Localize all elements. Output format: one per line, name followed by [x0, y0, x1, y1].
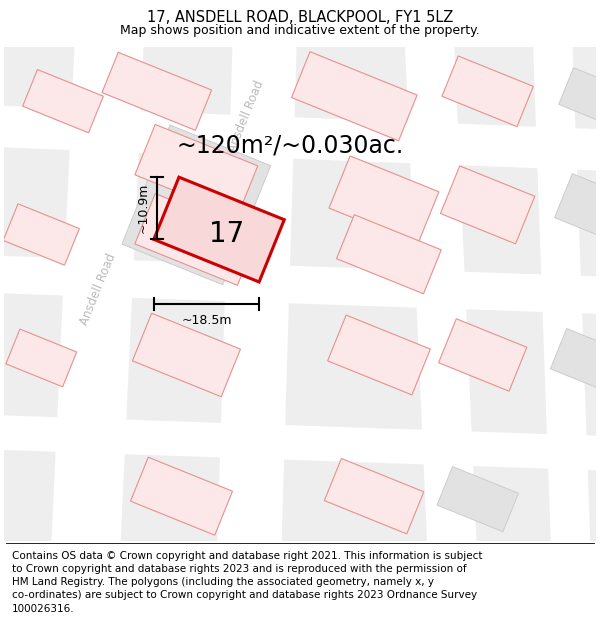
- Polygon shape: [442, 168, 533, 242]
- Polygon shape: [103, 54, 211, 129]
- Polygon shape: [439, 319, 527, 391]
- Polygon shape: [3, 204, 79, 265]
- Polygon shape: [330, 157, 437, 242]
- Polygon shape: [24, 71, 102, 131]
- Polygon shape: [133, 313, 241, 397]
- Polygon shape: [132, 459, 231, 534]
- Polygon shape: [532, 16, 591, 571]
- Polygon shape: [437, 467, 518, 532]
- Polygon shape: [134, 314, 239, 396]
- Polygon shape: [23, 69, 103, 133]
- Polygon shape: [329, 316, 429, 394]
- Polygon shape: [559, 68, 600, 125]
- Text: Contains OS data © Crown copyright and database right 2021. This information is : Contains OS data © Crown copyright and d…: [12, 551, 482, 614]
- Text: Ansdell Road: Ansdell Road: [77, 251, 118, 327]
- Text: 17: 17: [209, 221, 245, 249]
- Polygon shape: [325, 459, 424, 534]
- Polygon shape: [135, 124, 258, 216]
- Polygon shape: [135, 194, 258, 286]
- Polygon shape: [329, 156, 439, 244]
- Text: Map shows position and indicative extent of the property.: Map shows position and indicative extent…: [120, 24, 480, 36]
- Polygon shape: [326, 460, 422, 532]
- Polygon shape: [50, 16, 145, 572]
- Polygon shape: [554, 174, 600, 236]
- Polygon shape: [328, 315, 430, 395]
- Text: ~10.9m: ~10.9m: [136, 183, 149, 234]
- Polygon shape: [292, 52, 417, 141]
- Polygon shape: [122, 125, 271, 285]
- Polygon shape: [442, 56, 533, 127]
- Polygon shape: [7, 331, 76, 386]
- Polygon shape: [337, 215, 441, 294]
- Text: ~18.5m: ~18.5m: [181, 314, 232, 327]
- Polygon shape: [443, 58, 532, 126]
- Polygon shape: [440, 166, 535, 244]
- Polygon shape: [440, 320, 526, 390]
- Polygon shape: [6, 329, 77, 387]
- Polygon shape: [102, 52, 212, 131]
- Polygon shape: [404, 16, 478, 571]
- Polygon shape: [293, 53, 416, 139]
- Polygon shape: [4, 205, 78, 264]
- Text: ~120m²/~0.030ac.: ~120m²/~0.030ac.: [176, 134, 404, 158]
- Polygon shape: [0, 105, 600, 171]
- Polygon shape: [550, 329, 600, 388]
- Text: 17, ANSDELL ROAD, BLACKPOOL, FY1 5LZ: 17, ANSDELL ROAD, BLACKPOOL, FY1 5LZ: [147, 10, 453, 25]
- Polygon shape: [0, 255, 600, 314]
- Polygon shape: [154, 177, 284, 282]
- Polygon shape: [217, 16, 298, 571]
- Polygon shape: [131, 458, 232, 535]
- Text: Ansdell Road: Ansdell Road: [226, 78, 266, 154]
- Polygon shape: [0, 415, 600, 471]
